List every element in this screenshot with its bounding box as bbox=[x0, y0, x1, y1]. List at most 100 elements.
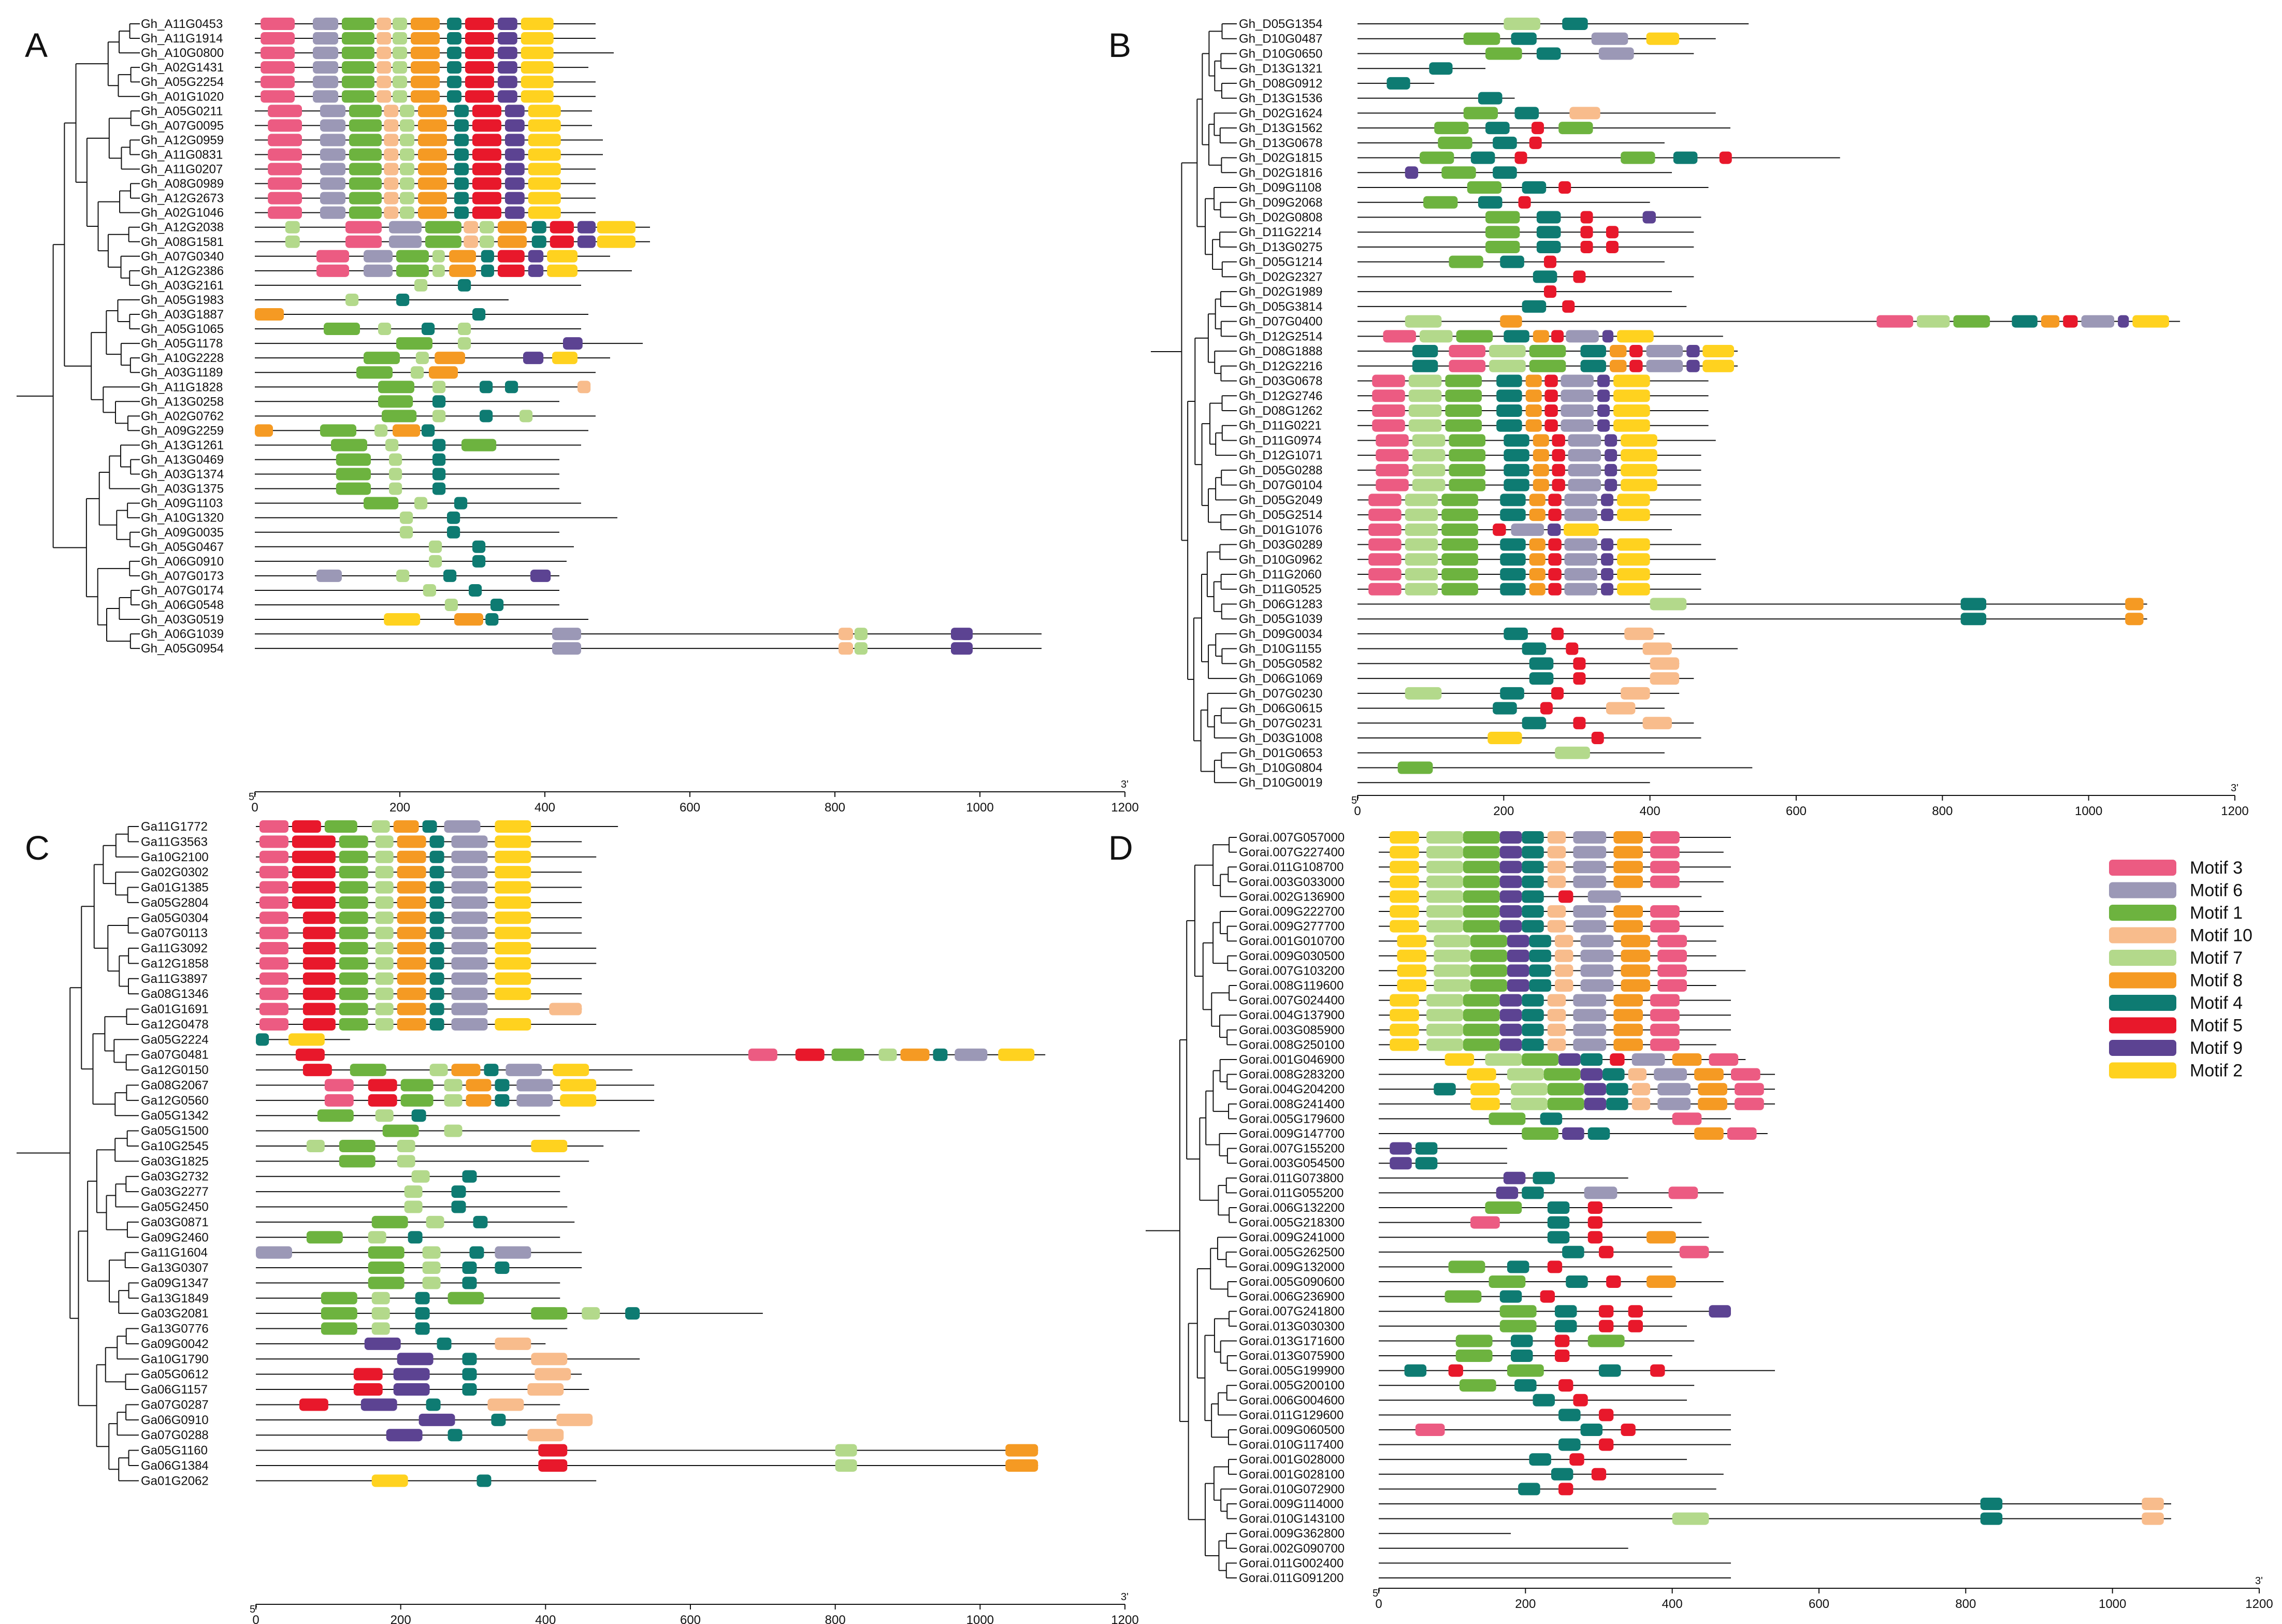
motif-box-motif-2 bbox=[521, 47, 554, 60]
legend-label: Motif 4 bbox=[2190, 993, 2243, 1013]
motif-box-motif-2 bbox=[495, 911, 531, 924]
motif-box-motif-2 bbox=[1470, 1083, 1500, 1096]
legend-item: Motif 6 bbox=[2109, 881, 2243, 901]
motif-box-motif-4 bbox=[1478, 196, 1503, 209]
gene-label: Gorai.007G241800 bbox=[1239, 1304, 1345, 1318]
motif-box-motif-9 bbox=[1499, 846, 1522, 859]
motif-box-motif-7 bbox=[375, 866, 394, 879]
motif-box-motif-9 bbox=[577, 235, 596, 248]
gene-row: Gh_D02G0808 bbox=[1239, 210, 1701, 224]
motif-box-motif-1 bbox=[321, 1322, 357, 1335]
motif-box-motif-6 bbox=[320, 134, 345, 147]
gene-label: Ga05G1342 bbox=[141, 1109, 209, 1123]
motif-box-motif-4 bbox=[1504, 479, 1529, 491]
motif-box-motif-10 bbox=[384, 148, 399, 161]
motif-box-motif-4 bbox=[454, 497, 468, 510]
motif-box-motif-7 bbox=[1405, 538, 1438, 551]
motif-box-motif-4 bbox=[429, 1018, 444, 1031]
motif-box-motif-9 bbox=[951, 628, 973, 641]
motif-box-motif-2 bbox=[1397, 949, 1427, 962]
motif-box-motif-1 bbox=[1558, 122, 1593, 135]
legend-swatch bbox=[2109, 882, 2176, 898]
motif-box-motif-6 bbox=[1566, 330, 1599, 343]
motif-box-motif-5 bbox=[1573, 672, 1586, 685]
motif-box-motif-3 bbox=[1372, 389, 1405, 402]
gene-label: Gh_A13G1261 bbox=[141, 438, 224, 452]
motif-box-motif-4 bbox=[1518, 1483, 1540, 1496]
gene-label: Gorai.006G132200 bbox=[1239, 1201, 1345, 1215]
gene-row: Gh_D11G2060 bbox=[1239, 568, 1701, 582]
gene-row: Gorai.005G262500 bbox=[1239, 1245, 1724, 1259]
motif-box-motif-7 bbox=[1426, 861, 1463, 874]
motif-box-motif-7 bbox=[1507, 1068, 1544, 1081]
motif-box-motif-10 bbox=[384, 163, 399, 176]
motif-box-motif-4 bbox=[1536, 47, 1561, 60]
motif-box-motif-4 bbox=[1500, 255, 1524, 268]
motif-box-motif-1 bbox=[400, 1079, 434, 1092]
motif-box-motif-1 bbox=[349, 105, 382, 118]
gene-label: Gh_D05G0582 bbox=[1239, 657, 1322, 671]
motif-box-motif-7 bbox=[1405, 687, 1442, 700]
motif-box-motif-8 bbox=[397, 881, 426, 894]
motif-box-motif-7 bbox=[1426, 875, 1463, 888]
gene-label: Gh_A13G0469 bbox=[141, 453, 224, 467]
gene-row: Gh_A03G1189 bbox=[141, 366, 596, 380]
motif-box-motif-8 bbox=[411, 90, 440, 103]
motif-box-motif-10 bbox=[1621, 687, 1650, 700]
panel-letter: A bbox=[25, 26, 48, 64]
motif-box-motif-6 bbox=[451, 926, 488, 939]
motif-box-motif-9 bbox=[1642, 211, 1656, 224]
gene-row: Gh_D09G0034 bbox=[1239, 627, 1665, 641]
legend-item: Motif 8 bbox=[2109, 971, 2243, 991]
motif-box-motif-3 bbox=[268, 119, 302, 132]
motif-box-motif-9 bbox=[1548, 523, 1561, 536]
motif-box-motif-5 bbox=[1551, 687, 1564, 700]
motif-box-motif-2 bbox=[1390, 890, 1419, 903]
motif-box-motif-1 bbox=[1529, 345, 1566, 358]
motif-box-motif-2 bbox=[528, 148, 561, 161]
motif-box-motif-6 bbox=[316, 569, 342, 582]
gene-row: Gh_A09G1103 bbox=[141, 497, 581, 511]
motif-box-motif-3 bbox=[268, 206, 302, 219]
motif-box-motif-2 bbox=[1621, 449, 1657, 462]
gene-row: Gh_D10G0019 bbox=[1239, 776, 1650, 790]
motif-box-motif-8 bbox=[411, 47, 440, 60]
motif-box-motif-4 bbox=[429, 835, 444, 848]
five-prime-label: 5' bbox=[1351, 795, 1359, 806]
motif-box-motif-2 bbox=[1470, 1097, 1500, 1110]
motif-box-motif-6 bbox=[364, 264, 393, 277]
motif-box-motif-9 bbox=[505, 177, 525, 190]
motif-box-motif-3 bbox=[1368, 583, 1402, 596]
gene-row: Ga03G1825 bbox=[141, 1154, 589, 1168]
motif-box-motif-8 bbox=[435, 352, 465, 365]
motif-box-motif-4 bbox=[1478, 92, 1503, 105]
motif-box-motif-6 bbox=[1511, 523, 1544, 536]
motif-box-motif-8 bbox=[1613, 1009, 1643, 1022]
motif-box-motif-5 bbox=[1558, 181, 1571, 194]
motif-box-motif-6 bbox=[1584, 1186, 1617, 1199]
motif-box-motif-8 bbox=[1533, 330, 1549, 343]
motif-box-motif-1 bbox=[324, 820, 357, 833]
motif-box-motif-2 bbox=[521, 18, 554, 30]
motif-box-motif-3 bbox=[1449, 345, 1486, 358]
motif-box-motif-5 bbox=[1599, 1245, 1614, 1258]
gene-row: Ga03G2732 bbox=[141, 1170, 560, 1184]
motif-box-motif-4 bbox=[1529, 672, 1554, 685]
gene-label: Gh_A02G0762 bbox=[141, 409, 224, 423]
gene-row: Ga03G0871 bbox=[141, 1215, 575, 1229]
motif-box-motif-8 bbox=[1698, 1083, 1727, 1096]
gene-label: Gh_D09G2068 bbox=[1239, 196, 1322, 210]
gene-label: Gorai.004G137900 bbox=[1239, 1008, 1345, 1022]
motif-box-motif-8 bbox=[418, 177, 447, 190]
x-axis: 0 200 400 600 800 1000 1200 5' 3' bbox=[1351, 782, 2249, 818]
motif-box-motif-1 bbox=[531, 1307, 568, 1320]
motif-box-motif-5 bbox=[1543, 255, 1556, 268]
motif-box-motif-1 bbox=[317, 1109, 354, 1122]
motif-box-motif-3 bbox=[1415, 1424, 1445, 1436]
motif-box-motif-9 bbox=[1605, 463, 1617, 476]
motif-box-motif-5 bbox=[1544, 389, 1558, 402]
motif-box-motif-7 bbox=[422, 1262, 441, 1274]
motif-box-motif-4 bbox=[454, 148, 469, 161]
motif-box-motif-1 bbox=[350, 1064, 386, 1077]
motif-box-motif-7 bbox=[393, 90, 407, 103]
